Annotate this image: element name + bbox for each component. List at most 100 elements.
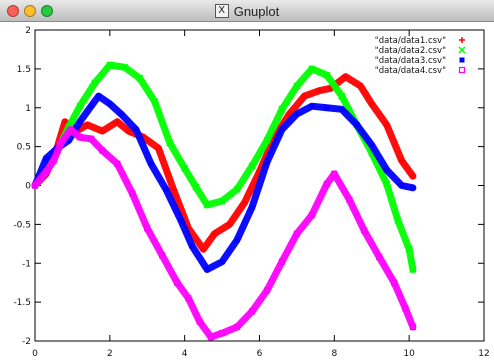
legend-label-3: "data/data3.csv" xyxy=(375,56,446,66)
legend-label-1: "data/data1.csv" xyxy=(375,36,446,46)
series-line-4 xyxy=(31,126,417,341)
x11-app-icon: X xyxy=(214,4,229,18)
series-3-point-18 xyxy=(249,204,255,210)
series-1-point-25 xyxy=(357,82,364,89)
series-3-point-2 xyxy=(43,155,49,161)
series-1-point-27 xyxy=(383,121,390,128)
y-tick-label-4: 0 xyxy=(25,182,31,192)
series-2-point-5 xyxy=(76,102,84,110)
x-tick-label-1: 2 xyxy=(107,349,113,359)
series-4-point-27 xyxy=(361,227,368,234)
y-tick-label-0: 2 xyxy=(25,26,31,36)
x-tick-label-6: 12 xyxy=(478,349,489,359)
series-4-point-9 xyxy=(114,160,121,167)
minimize-window-button[interactable] xyxy=(24,5,36,17)
series-4-point-10 xyxy=(129,190,136,197)
series-3-point-10 xyxy=(133,127,139,133)
legend-marker-4 xyxy=(458,66,466,74)
series-1-point-4 xyxy=(61,118,68,125)
series-1-point-21 xyxy=(301,93,308,100)
series-1-point-9 xyxy=(125,128,132,135)
series-1-point-22 xyxy=(316,87,323,94)
y-tick-label-8: -2 xyxy=(22,337,31,347)
axes-layer: 0 2 4 6 8 10 12 2 1.5 1 0.5 0 -0.5 -1 -1.5 -2 xyxy=(13,26,489,359)
series-3-point-21 xyxy=(294,111,300,117)
legend-label-2: "data/data2.csv" xyxy=(375,46,446,56)
series-4-point-28 xyxy=(376,253,383,261)
series-2-point-23 xyxy=(338,92,346,100)
series-1-point-8 xyxy=(114,118,121,125)
series-4-point-18 xyxy=(233,323,241,331)
series-4-point-20 xyxy=(263,287,271,294)
series-4-point-25 xyxy=(331,170,338,177)
series-3-point-29 xyxy=(410,185,416,191)
y-tick-label-5: -0.5 xyxy=(13,220,31,230)
series-4-point-5 xyxy=(67,126,74,133)
series-3-point-9 xyxy=(118,111,124,117)
legend-marker-1 xyxy=(459,37,465,43)
close-window-button[interactable] xyxy=(7,5,19,17)
series-3-point-13 xyxy=(178,217,184,223)
legend: "data/data1.csv""data/data2.csv""data/da… xyxy=(375,36,466,76)
series-3-point-15 xyxy=(204,266,210,272)
series-layer xyxy=(31,61,417,341)
series-3-point-27 xyxy=(384,167,390,173)
series-4-point-16 xyxy=(207,334,214,341)
series-4-point-6 xyxy=(76,134,84,141)
series-1-point-26 xyxy=(368,100,375,107)
y-tick-label-6: -1 xyxy=(22,259,31,269)
legend-marker-2 xyxy=(458,46,466,54)
series-2-point-8 xyxy=(121,63,129,71)
series-4-point-26 xyxy=(346,196,353,203)
window-title-group: X Gnuplot xyxy=(0,0,494,22)
series-4-point-1 xyxy=(31,182,39,189)
series-2-point-6 xyxy=(91,79,99,87)
series-4-point-30 xyxy=(402,305,409,312)
series-2-point-11 xyxy=(166,139,174,147)
series-2-point-7 xyxy=(106,61,114,69)
series-3-point-4 xyxy=(66,137,72,143)
series-4-point-7 xyxy=(88,135,95,142)
series-1-point-20 xyxy=(286,110,293,117)
series-2-point-10 xyxy=(151,97,159,106)
series-3-point-20 xyxy=(279,127,285,133)
window-titlebar[interactable]: X Gnuplot xyxy=(0,0,494,22)
series-1-point-28 xyxy=(398,157,405,164)
series-2-point-14 xyxy=(203,201,211,209)
chart: 0 2 4 6 8 10 12 2 1.5 1 0.5 0 -0.5 -1 -1.5 -2 "data/dat… xyxy=(13,26,489,359)
series-1-point-17 xyxy=(241,199,248,206)
series-3-point-17 xyxy=(234,237,240,243)
series-2-point-16 xyxy=(233,185,241,193)
series-2-point-28 xyxy=(405,245,413,253)
series-2-point-15 xyxy=(218,197,226,205)
series-4-point-8 xyxy=(99,147,106,154)
legend-label-4: "data/data4.csv" xyxy=(375,66,446,76)
series-line-3 xyxy=(31,92,417,273)
series-1-point-6 xyxy=(84,121,91,128)
y-tick-label-3: 0.5 xyxy=(17,143,31,153)
series-4-point-13 xyxy=(174,279,181,286)
x-tick-label-4: 8 xyxy=(331,349,337,359)
series-1-point-14 xyxy=(200,246,207,253)
series-2-point-12 xyxy=(181,164,189,172)
series-1-point-11 xyxy=(155,145,162,152)
series-4-point-2 xyxy=(43,168,50,175)
series-2-point-18 xyxy=(263,136,271,144)
series-2-point-20 xyxy=(293,82,301,90)
series-4-point-24 xyxy=(323,180,330,188)
plot-area: 0 2 4 6 8 10 12 2 1.5 1 0.5 0 -0.5 -1 -1.5 -2 "data/dat… xyxy=(0,22,494,361)
series-4-point-3 xyxy=(50,157,57,164)
series-1-point-29 xyxy=(409,173,416,180)
y-tick-label-2: 1 xyxy=(25,104,31,114)
zoom-window-button[interactable] xyxy=(41,5,53,17)
series-3-point-11 xyxy=(148,161,154,167)
series-3-point-28 xyxy=(399,183,405,188)
series-4-point-31 xyxy=(409,323,417,331)
series-3-point-26 xyxy=(369,142,375,148)
series-2-point-17 xyxy=(248,162,256,170)
series-4-point-12 xyxy=(159,252,166,259)
series-1-point-24 xyxy=(342,73,349,80)
series-4-point-11 xyxy=(144,225,151,232)
legend-marker-3 xyxy=(459,57,465,63)
